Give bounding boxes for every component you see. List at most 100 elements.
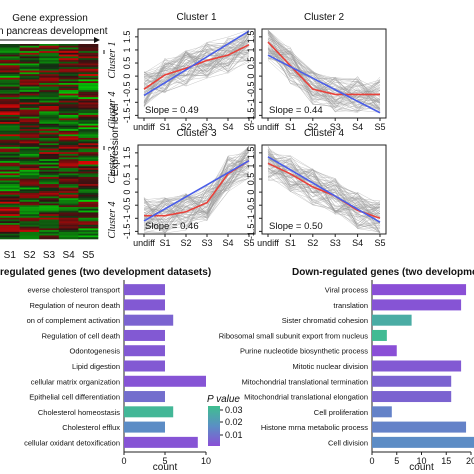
heatmap-cell [58, 203, 79, 206]
gene-trace [267, 29, 381, 101]
heatmap-cell [19, 63, 40, 66]
heatmap-cell [19, 148, 40, 151]
heatmap-cell [19, 210, 40, 213]
heatmap-cell [78, 196, 99, 199]
heatmap-cell [39, 139, 60, 142]
heatmap-cell [0, 59, 20, 63]
heatmap-cell [0, 86, 20, 89]
heatmap-cell [0, 226, 20, 229]
heatmap-cell [19, 139, 40, 142]
heatmap-cell [0, 157, 20, 160]
x-tick-label: undiff [133, 238, 155, 248]
heatmap-cell [39, 54, 60, 57]
x-tick-label: S2 [180, 238, 191, 248]
heatmap-cell [0, 230, 20, 233]
heatmap-cell [78, 59, 99, 63]
heatmap-cell [19, 109, 40, 112]
heatmap-cell [19, 223, 40, 226]
y-tick-label: 0 [122, 190, 132, 195]
cluster-fit-line [267, 156, 381, 223]
cluster-chart-frame [261, 28, 387, 119]
heatmap-cell [19, 122, 40, 125]
heatmap-cell [0, 148, 20, 151]
heatmap-cell [78, 215, 99, 219]
gene-trace [267, 29, 381, 113]
heatmap-cell [78, 187, 99, 190]
heatmap-cell [39, 137, 60, 141]
heatmap-cell [0, 196, 20, 199]
heatmap-cell [78, 166, 99, 169]
x-tick-label: S4 [222, 238, 233, 248]
heatmap-cell [39, 230, 60, 233]
y-tick-label: 1 [246, 47, 256, 52]
heatmap-cell [0, 208, 20, 211]
heatmap-cell [19, 134, 40, 137]
heatmap-cell [78, 223, 99, 226]
heatmap-cell [58, 98, 79, 102]
heatmap-cell [19, 207, 40, 210]
bar-category-label: Epithelial cell differentiation [29, 393, 120, 402]
legend-colorbar [208, 406, 220, 446]
heatmap-cell [19, 176, 40, 180]
gene-trace [267, 157, 381, 212]
gene-trace [143, 49, 250, 75]
heatmap-cell [58, 143, 79, 146]
bar [124, 345, 165, 357]
heatmap-cell [58, 52, 79, 55]
heatmap-cell [39, 198, 60, 201]
heatmap-cell [39, 214, 60, 217]
heatmap-cell [0, 74, 20, 77]
heatmap-cell [19, 106, 40, 109]
heatmap-cell [78, 148, 99, 151]
cluster-chart-title: Cluster 2 [304, 12, 344, 23]
gene-trace [143, 145, 250, 221]
heatmap-cell [39, 210, 60, 213]
heatmap-cell [19, 194, 40, 197]
bar-x-axis-label: count [153, 462, 178, 473]
heatmap-cell [78, 203, 99, 206]
heatmap-cell [78, 210, 99, 213]
heatmap-cell [0, 210, 20, 213]
heatmap-cell [0, 169, 20, 172]
heatmap-row-label: Cluster 4 [107, 92, 118, 129]
cluster-chart-title: Cluster 4 [304, 128, 344, 139]
heatmap-cell [78, 65, 99, 68]
heatmap-cell [58, 59, 79, 63]
heatmap-cell [0, 153, 20, 156]
heatmap-cell [0, 104, 20, 107]
heatmap-cell [58, 180, 79, 183]
heatmap-cell [58, 134, 79, 137]
heatmap-cell [78, 168, 99, 171]
heatmap-cell [58, 235, 79, 238]
heatmap-cell [19, 214, 40, 217]
heatmap-cell [0, 68, 20, 71]
heatmap-cell [0, 159, 20, 162]
heatmap-cell [78, 157, 99, 160]
heatmap-cell [78, 171, 99, 174]
heatmap-cell [0, 81, 20, 84]
heatmap-cell [58, 214, 79, 217]
heatmap-cell [78, 169, 99, 172]
heatmap-cell [19, 180, 40, 183]
heatmap-cell [0, 52, 20, 55]
gene-trace [267, 159, 381, 222]
heatmap-cell [39, 65, 60, 68]
heatmap-cell [39, 134, 60, 137]
heatmap-cell [39, 169, 60, 172]
heatmap-cell [19, 95, 40, 98]
heatmap-cell [58, 72, 79, 75]
x-tick-label: S3 [330, 122, 341, 132]
heatmap-cell [39, 97, 60, 100]
heatmap-cell [19, 100, 40, 103]
heatmap-cell [58, 81, 79, 84]
heatmap-cell [19, 192, 40, 195]
heatmap-cell [19, 141, 40, 144]
bar-category-label: cellular oxidant detoxification [24, 438, 120, 447]
heatmap-cell [39, 231, 60, 234]
heatmap-cell [0, 182, 20, 185]
heatmap-row-label: Cluster 4 [107, 202, 118, 239]
heatmap-cell [58, 47, 79, 50]
gene-trace [267, 148, 381, 214]
heatmap-cell [19, 75, 40, 78]
